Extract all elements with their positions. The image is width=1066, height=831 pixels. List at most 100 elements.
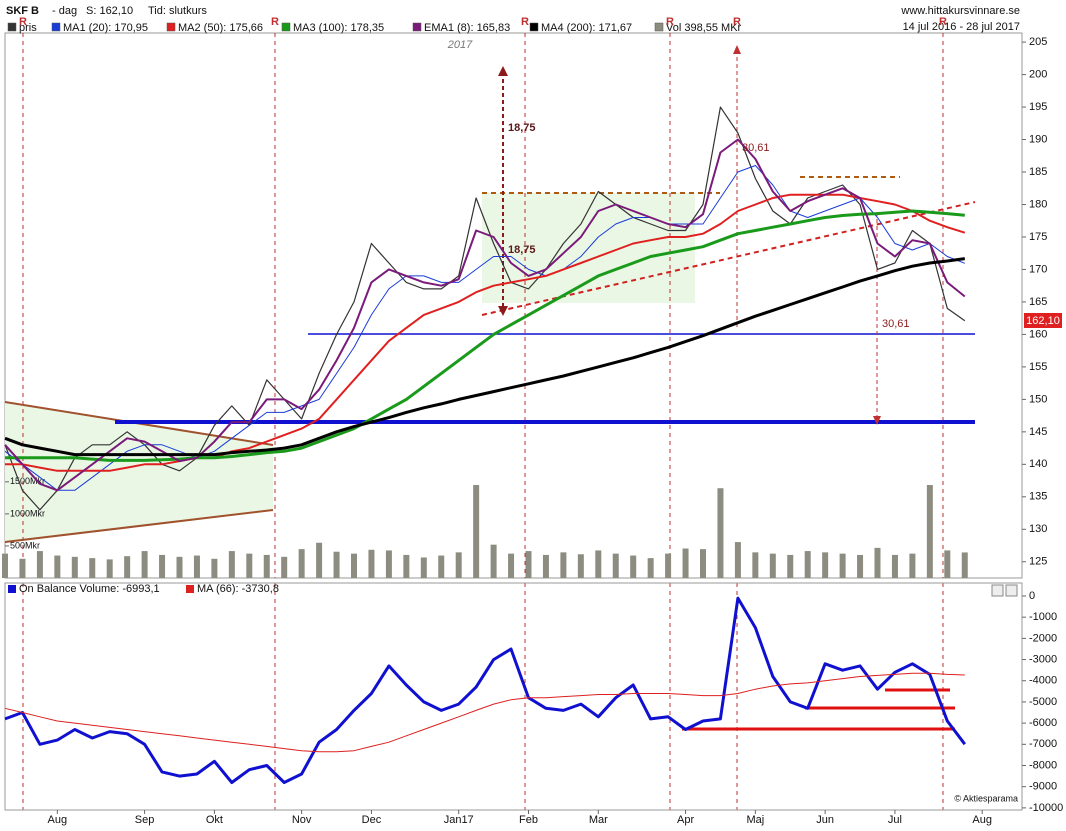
volume-bar: [176, 556, 183, 578]
y-tick-label: 200: [1029, 68, 1047, 80]
volume-bar: [71, 556, 78, 578]
marker: R: [19, 16, 27, 28]
x-tick-label: Mar: [589, 814, 608, 826]
info: S: 162,10: [86, 5, 133, 17]
y-tick-label: 205: [1029, 36, 1047, 48]
legend-label: pris: [19, 22, 37, 34]
source: www.hittakursvinnare.se: [900, 5, 1020, 17]
x-tick-label: Sep: [135, 814, 155, 826]
series-line: [4, 672, 965, 753]
volume-bar: [2, 553, 8, 578]
y-tick-label: -2000: [1029, 632, 1057, 644]
legend-swatch: [281, 22, 291, 32]
volume-bar: [159, 554, 166, 578]
y2-tick-label: 1000Mkr: [10, 508, 45, 518]
y-tick-label: 165: [1029, 296, 1047, 308]
volume-bar: [473, 485, 480, 578]
series-line: [5, 209, 965, 462]
marker: R: [666, 16, 674, 28]
y-tick-label: -3000: [1029, 653, 1057, 665]
y-tick-label: 130: [1029, 523, 1047, 535]
last-price-label: 162,10: [1026, 315, 1060, 327]
triangle-fill: [5, 402, 273, 542]
legend-label: MA3 (100): 178,35: [293, 22, 384, 34]
legend-swatch: [7, 22, 17, 32]
volume-bar: [891, 554, 898, 578]
r-lines: [22, 33, 944, 810]
legend-label: MA2 (50): 175,66: [178, 22, 263, 34]
y-tick-label: 150: [1029, 393, 1047, 405]
legend-swatch: [51, 22, 61, 32]
credit: © Aktiesparama: [954, 793, 1018, 803]
legend-label: Vol 398,55 MKr: [666, 22, 742, 34]
y-tick-label: 185: [1029, 166, 1047, 178]
legend-swatch: [529, 22, 539, 32]
y-tick-label: 145: [1029, 426, 1047, 438]
y-tick-label: -10000: [1029, 802, 1063, 814]
y-tick-label: -5000: [1029, 696, 1057, 708]
volume-bar: [36, 551, 43, 578]
series-line: [4, 257, 966, 457]
volume-bar: [700, 549, 706, 578]
x-tick-label: Aug: [48, 814, 68, 826]
volume-bar: [263, 554, 270, 578]
y-tick-label: 175: [1029, 231, 1047, 243]
y-tick-label: -6000: [1029, 717, 1057, 729]
volume-bar: [822, 552, 829, 578]
y-tick-label: -8000: [1029, 759, 1057, 771]
volume-bar: [333, 551, 340, 578]
volume-bar: [351, 553, 357, 578]
x-tick-label: Dec: [362, 814, 382, 826]
settings-icon[interactable]: [1005, 584, 1018, 597]
legend-label: MA (66): -3730,8: [197, 583, 279, 595]
volume-bar: [612, 553, 619, 578]
y-tick-label: -4000: [1029, 675, 1057, 687]
volume-bar: [944, 550, 951, 578]
legend-label: MA1 (20): 170,95: [63, 22, 148, 34]
volume-bar: [734, 542, 741, 578]
annotation: 18,75: [508, 244, 536, 256]
volume-bar: [124, 556, 131, 578]
marker: R: [521, 16, 529, 28]
x-tick-label: Maj: [746, 814, 764, 826]
series-line: [4, 138, 966, 492]
support-lines: [682, 688, 955, 731]
volume-bar: [542, 554, 549, 578]
obv-frame: [4, 582, 1023, 811]
volume-bar: [89, 558, 96, 578]
zoom-icon[interactable]: [991, 584, 1004, 597]
y-tick-label: 190: [1029, 133, 1047, 145]
volume-bar: [665, 553, 672, 578]
info: Tid: slutkurs: [148, 5, 207, 17]
volume-bar: [926, 485, 933, 578]
annotation: 30,61: [742, 142, 770, 154]
volume-bar: [961, 552, 968, 578]
series-line: [4, 165, 965, 491]
volume-bar: [403, 554, 410, 578]
volume-bar: [787, 554, 794, 578]
y-tick-label: 170: [1029, 263, 1047, 275]
volume-bar: [909, 553, 916, 578]
legend-swatch: [654, 22, 664, 32]
last-price-box: [1024, 313, 1062, 328]
volume-bar: [804, 551, 811, 578]
volume-bar: [368, 549, 375, 578]
legend-swatch: [8, 585, 16, 593]
legend-label: On Balance Volume: -6993,1: [19, 583, 160, 595]
volume-bar: [455, 552, 462, 578]
marker: R: [939, 16, 947, 28]
volume-bar: [752, 552, 759, 578]
volume-bar: [508, 553, 515, 578]
series-line: [4, 596, 966, 784]
volume-bar: [211, 558, 218, 578]
x-tick-label: Jan17: [444, 814, 474, 826]
volume-bar: [490, 544, 497, 578]
volume-bar: [717, 488, 724, 578]
volume-bar: [298, 549, 305, 578]
volume-bar: [595, 550, 602, 578]
volume-bar: [839, 553, 846, 578]
volume-bar: [420, 557, 427, 578]
series-line: [5, 193, 966, 472]
x-tick-label: Jun: [816, 814, 834, 826]
